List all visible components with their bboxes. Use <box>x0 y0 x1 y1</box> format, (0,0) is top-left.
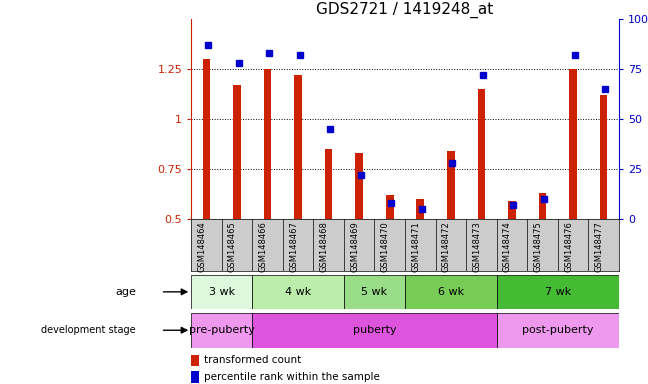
Text: pre-puberty: pre-puberty <box>189 325 255 335</box>
Text: GSM148474: GSM148474 <box>503 222 512 272</box>
Text: GSM148466: GSM148466 <box>259 222 268 272</box>
Bar <box>325 149 332 219</box>
Text: 6 wk: 6 wk <box>438 287 464 297</box>
Bar <box>478 89 485 219</box>
Text: transformed count: transformed count <box>204 356 301 366</box>
Bar <box>600 95 607 219</box>
Bar <box>344 275 405 309</box>
Text: 4 wk: 4 wk <box>285 287 311 297</box>
Bar <box>496 275 619 309</box>
Text: GSM148472: GSM148472 <box>442 222 451 272</box>
Bar <box>191 313 252 348</box>
Bar <box>233 85 241 219</box>
Text: GSM148469: GSM148469 <box>350 222 359 272</box>
Text: GSM148476: GSM148476 <box>564 222 573 272</box>
Bar <box>294 75 302 219</box>
Text: post-puberty: post-puberty <box>522 325 594 335</box>
Text: GSM148471: GSM148471 <box>411 222 421 272</box>
Bar <box>191 275 252 309</box>
Text: GSM148470: GSM148470 <box>381 222 389 272</box>
Bar <box>252 275 344 309</box>
Text: GSM148467: GSM148467 <box>289 222 298 272</box>
Bar <box>508 201 516 219</box>
Bar <box>538 193 546 219</box>
Bar <box>203 59 210 219</box>
Bar <box>417 199 424 219</box>
Bar <box>252 313 496 348</box>
Text: GSM148464: GSM148464 <box>198 222 207 272</box>
Text: GSM148475: GSM148475 <box>533 222 542 272</box>
Text: 5 wk: 5 wk <box>362 287 388 297</box>
Text: GSM148468: GSM148468 <box>319 222 329 272</box>
Text: 7 wk: 7 wk <box>544 287 571 297</box>
Bar <box>386 195 393 219</box>
Title: GDS2721 / 1419248_at: GDS2721 / 1419248_at <box>316 2 494 18</box>
Text: puberty: puberty <box>353 325 397 335</box>
Text: 3 wk: 3 wk <box>209 287 235 297</box>
Bar <box>496 313 619 348</box>
Bar <box>191 371 199 383</box>
Bar <box>355 153 363 219</box>
Bar <box>447 151 455 219</box>
Bar <box>264 69 272 219</box>
Text: percentile rank within the sample: percentile rank within the sample <box>204 372 380 382</box>
Text: GSM148477: GSM148477 <box>595 222 603 272</box>
Bar <box>405 275 496 309</box>
Bar <box>569 69 577 219</box>
Text: GSM148465: GSM148465 <box>228 222 237 272</box>
Text: age: age <box>115 287 136 297</box>
Bar <box>191 355 199 366</box>
Text: GSM148473: GSM148473 <box>472 222 481 272</box>
Text: development stage: development stage <box>41 325 136 335</box>
